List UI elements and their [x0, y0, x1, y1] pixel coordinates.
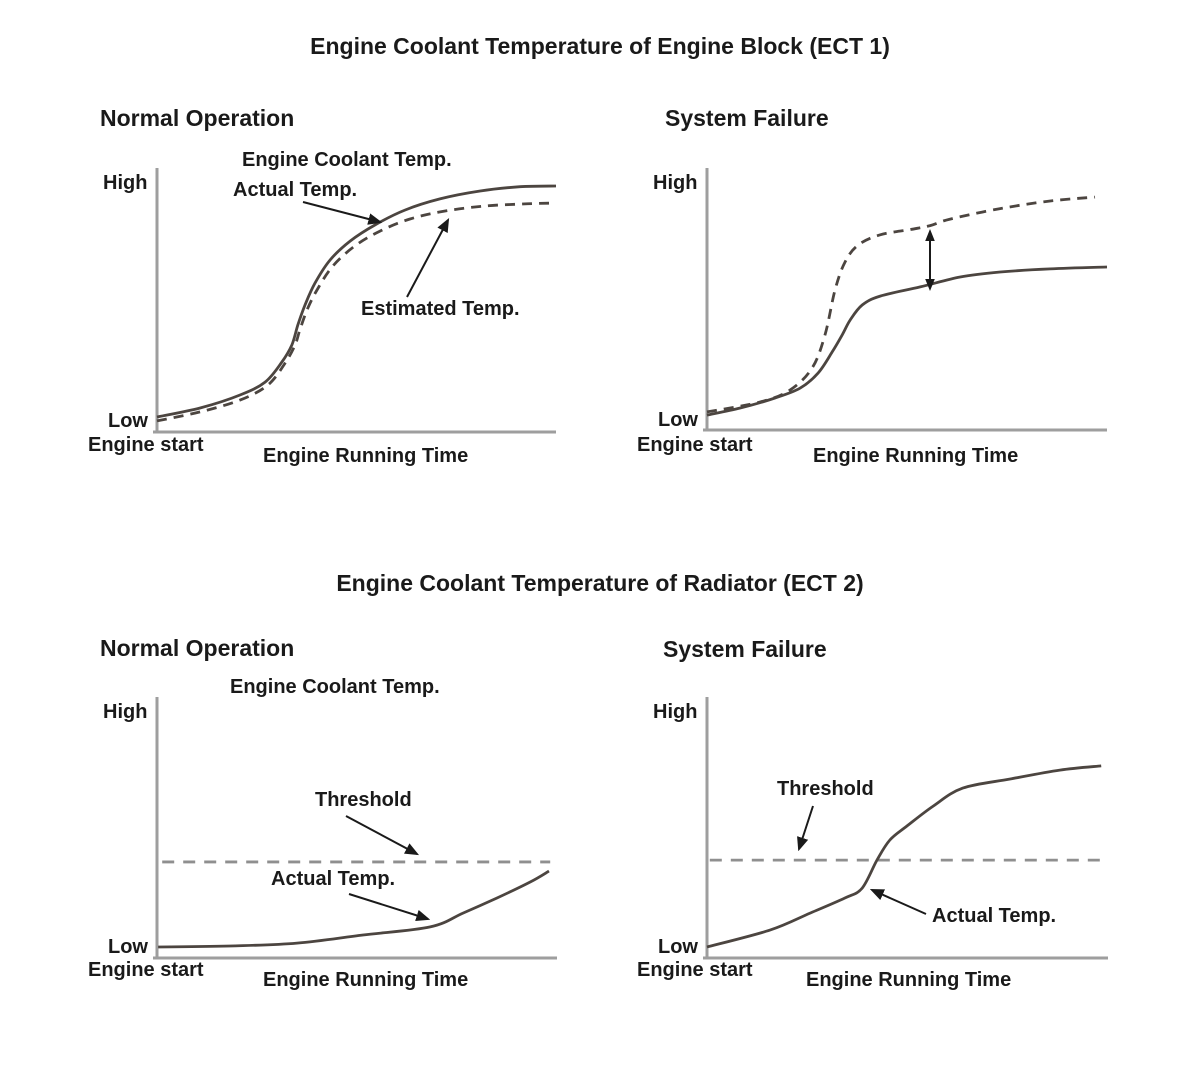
ect1-failure-xaxis-label: Engine Running Time [813, 445, 1019, 467]
ect1-failure-gap-arrow [925, 229, 935, 291]
ect1-failure-y-low-label: Low [658, 409, 698, 431]
ect2-normal-y-low-label: Low [108, 936, 148, 958]
ect2-failure-actual-pointer-arrow [869, 889, 927, 915]
charts-layer [153, 168, 1108, 960]
ect2-failure-xaxis-label: Engine Running Time [806, 969, 1012, 991]
ect1-normal-heading: Normal Operation [100, 105, 295, 131]
ect1-normal-actual-pointer-arrow [302, 201, 383, 225]
ect1-normal-y-low-label: Low [108, 410, 148, 432]
ect2-normal-threshold-pointer-arrow [345, 815, 420, 856]
ect1-normal-y-high-label: High [103, 172, 148, 194]
ect1-failure-heading: System Failure [665, 105, 829, 131]
ect1-normal-origin-label: Engine start [88, 434, 204, 456]
ect2-failure-origin-label: Engine start [637, 959, 753, 981]
ect2-failure-actual-label: Actual Temp. [932, 905, 1057, 927]
annotation-arrows [302, 201, 935, 922]
ect2-normal-curve-title: Engine Coolant Temp. [230, 676, 440, 698]
ect1-normal-estimated-pointer-arrow [406, 217, 450, 298]
ect1-failure-origin-label: Engine start [637, 434, 753, 456]
ect2-failure-threshold-label: Threshold [777, 778, 874, 800]
ect2-normal-y-high-label: High [103, 701, 148, 723]
ect2-failure-actual-curve [706, 764, 1102, 949]
ect2-normal-actual-pointer-arrow [348, 893, 431, 922]
ect2-failure-threshold-pointer-arrow [797, 805, 814, 852]
ect2-normal-actual-label: Actual Temp. [271, 868, 396, 890]
ect2-normal-plot [153, 697, 557, 960]
ect2-failure-y-low-label: Low [658, 936, 698, 958]
ect2-normal-actual-curve [158, 869, 550, 949]
ect1-normal-curve-title: Engine Coolant Temp. [242, 149, 452, 171]
ect1-normal-xaxis-label: Engine Running Time [263, 445, 469, 467]
ect1-failure-estimated-curve [706, 195, 1096, 414]
ect1-normal-actual-label: Actual Temp. [233, 179, 358, 201]
ect2-failure-plot [703, 697, 1108, 960]
ect2-section-title: Engine Coolant Temperature of Radiator (… [336, 570, 864, 596]
ect1-failure-y-high-label: High [653, 172, 698, 194]
ect1-normal-plot [153, 168, 557, 434]
ect1-normal-estimated-label: Estimated Temp. [361, 298, 520, 320]
ect2-normal-origin-label: Engine start [88, 959, 204, 981]
ect2-normal-xaxis-label: Engine Running Time [263, 969, 469, 991]
ect1-failure-actual-curve [706, 265, 1108, 417]
ect1-normal-actual-curve [156, 184, 557, 419]
ect1-section-title: Engine Coolant Temperature of Engine Blo… [310, 33, 890, 59]
ect2-failure-heading: System Failure [663, 636, 827, 662]
ect2-failure-y-high-label: High [653, 701, 698, 723]
ect2-normal-heading: Normal Operation [100, 635, 295, 661]
ect1-failure-plot [703, 168, 1108, 432]
ect2-normal-threshold-label: Threshold [315, 789, 412, 811]
ect1-normal-estimated-curve [156, 201, 553, 423]
